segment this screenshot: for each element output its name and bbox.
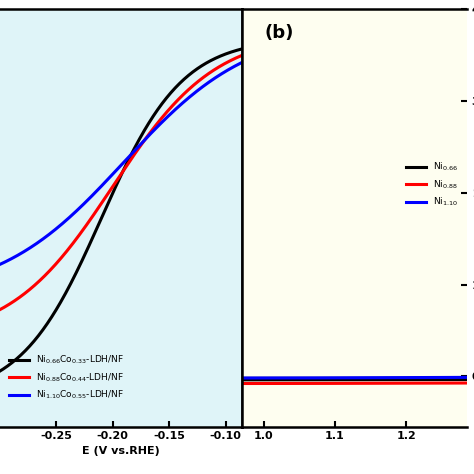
Legend: Ni$_{0.66}$, Ni$_{0.88}$, Ni$_{1.10}$: Ni$_{0.66}$, Ni$_{0.88}$, Ni$_{1.10}$ bbox=[406, 161, 458, 209]
Text: (b): (b) bbox=[265, 24, 294, 42]
Legend: Ni$_{0.66}$Co$_{0.33}$-LDH/NF, Ni$_{0.88}$Co$_{0.44}$-LDH/NF, Ni$_{1.10}$Co$_{0.: Ni$_{0.66}$Co$_{0.33}$-LDH/NF, Ni$_{0.88… bbox=[9, 354, 125, 401]
X-axis label: E (V vs.RHE): E (V vs.RHE) bbox=[82, 446, 160, 456]
